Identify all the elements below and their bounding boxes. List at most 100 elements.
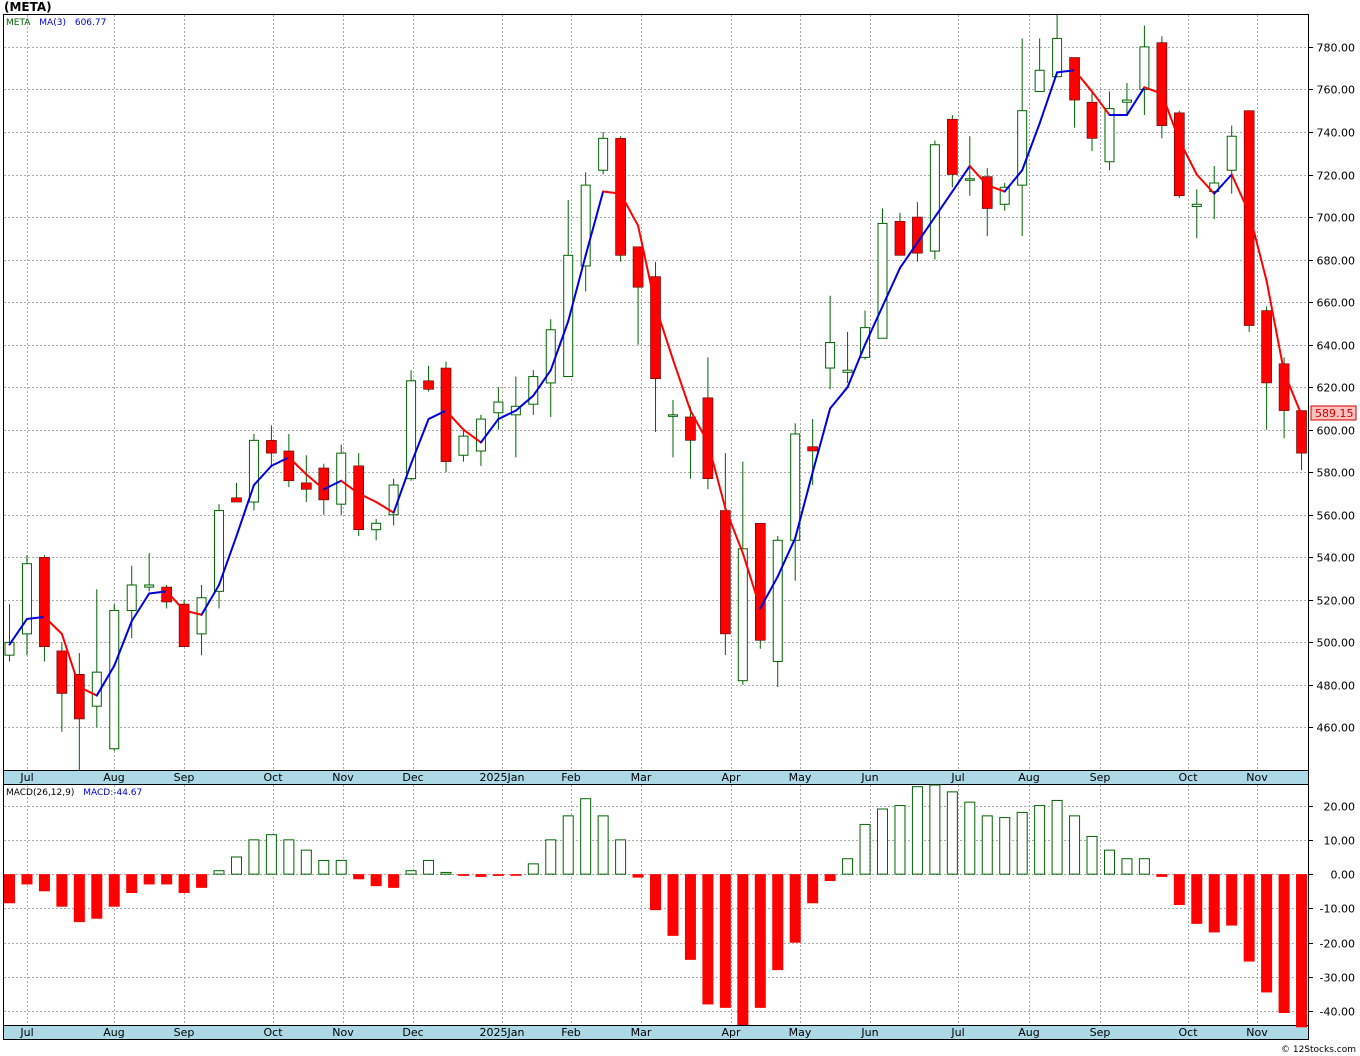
candle-body-up (598, 137, 609, 171)
ma-segment (619, 192, 640, 227)
ma-segment (427, 409, 447, 421)
candle-body-up (1034, 69, 1045, 93)
candle (894, 212, 906, 256)
macd-bar-negative (772, 874, 784, 971)
month-label: Feb (561, 771, 580, 784)
candle-body-up (929, 144, 940, 252)
macd-bar-negative (667, 874, 679, 936)
month-label: 2025Jan (480, 771, 525, 784)
ma-segment (235, 484, 255, 538)
candle-body-down (702, 397, 714, 479)
candle-body-up (563, 254, 574, 378)
macd-bar-positive (1034, 805, 1046, 875)
macd-bar-negative (737, 874, 749, 1025)
macd-bar-positive (946, 791, 958, 875)
ma-segment (60, 632, 81, 689)
candle-body-up (1052, 37, 1063, 78)
ma-segment (671, 358, 692, 412)
candle (999, 183, 1010, 211)
macd-bar-negative (1208, 874, 1220, 933)
month-label: Feb (561, 1026, 580, 1039)
candle (1191, 189, 1202, 239)
ma-segment (1230, 173, 1251, 214)
last-price-tag: 589.15 (1315, 407, 1354, 420)
ma-segment (637, 224, 657, 308)
candle-body-up (126, 584, 137, 611)
candle (144, 553, 155, 592)
ma-segment (1038, 71, 1059, 125)
candle-body-down (318, 467, 330, 501)
macd-bar-positive (440, 871, 452, 875)
macd-bar-negative (650, 874, 662, 911)
legend-macd-value: MACD:-44.67 (83, 788, 142, 798)
candle-body-down (1174, 112, 1185, 197)
candle (248, 433, 259, 511)
macd-bar-positive (527, 863, 539, 875)
ma-segment (113, 620, 133, 667)
candle-body-down (720, 510, 731, 635)
macd-bar-negative (38, 874, 50, 892)
macd-bar-negative (21, 874, 33, 885)
macd-bar-negative (73, 874, 85, 923)
candle-body-up (371, 522, 382, 531)
candle (929, 140, 940, 260)
ma-segment (898, 241, 919, 270)
candle (231, 482, 242, 503)
price-tick-label: 540.00 (1317, 552, 1356, 565)
candle-body-down (1243, 110, 1255, 326)
ma-segment (584, 190, 605, 257)
candle-body-up (214, 510, 225, 592)
month-label: May (789, 771, 812, 784)
macd-bar-positive (318, 859, 330, 875)
ma-segment (689, 409, 709, 444)
ma-segment (445, 409, 465, 431)
price-tick-label: 700.00 (1317, 212, 1356, 225)
ma-segment (1091, 90, 1111, 116)
candle (1121, 83, 1132, 115)
candle (214, 504, 225, 609)
candle (109, 604, 120, 751)
ma-segment (95, 664, 116, 697)
month-label: Aug (1018, 771, 1039, 784)
macd-bar-negative (510, 874, 522, 876)
ma-segment (986, 184, 1006, 193)
candle-body-down (947, 118, 958, 175)
candle (580, 172, 591, 292)
candle (702, 357, 714, 490)
candle (563, 200, 574, 378)
candle-body-down (807, 446, 818, 452)
macd-bar-negative (1173, 874, 1185, 905)
month-labels: Jul Jul Aug Aug Sep Sep Oct Oct Nov Nov Dec Dec 2025… (19, 771, 1268, 1039)
macd-bar-negative (824, 874, 836, 881)
candle (1243, 110, 1255, 332)
month-label: Dec (402, 1026, 423, 1039)
candlesticks (4, 15, 1307, 770)
macd-bar-negative (1278, 874, 1290, 1013)
month-label: Sep (1090, 1026, 1111, 1039)
svg-text:MACD(26,12,9) MACD:-44.67: MACD(26,12,9) MACD:-44.67 (6, 788, 142, 798)
macd-bar-positive (981, 815, 993, 875)
candle-body-down (266, 440, 277, 454)
price-month-axis-strip (3, 770, 1309, 785)
ma-segment (881, 267, 901, 308)
macd-bar-negative (108, 874, 120, 907)
candle-body-down (1261, 310, 1272, 384)
macd-bar-positive (999, 817, 1011, 875)
macd-bar-positive (859, 823, 871, 875)
ma-segment (8, 618, 28, 646)
candle-body-down (283, 450, 295, 482)
candle-body-up (877, 222, 888, 339)
macd-bar-negative (91, 874, 103, 919)
ma-segment (183, 609, 203, 616)
candle (598, 131, 609, 175)
candle (877, 208, 888, 339)
candle (1296, 410, 1307, 471)
candle-body-up (580, 184, 591, 267)
macd-bar-positive (580, 798, 592, 875)
price-tick-label: 680.00 (1317, 255, 1356, 268)
candle-body-down (1278, 363, 1290, 411)
macd-bar-negative (684, 874, 696, 960)
candle-body-up (493, 401, 504, 414)
ma-segment (1248, 211, 1268, 282)
macd-bar-negative (1296, 874, 1308, 1028)
